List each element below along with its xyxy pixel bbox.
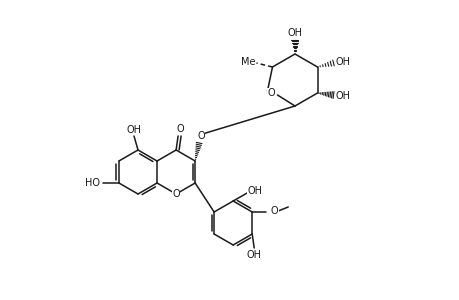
Text: OH: OH [246, 250, 261, 260]
Text: Me: Me [241, 57, 255, 67]
Text: OH: OH [334, 91, 349, 101]
Text: O: O [270, 206, 277, 216]
Text: O: O [172, 189, 179, 199]
Text: O: O [176, 124, 184, 134]
Text: O: O [197, 131, 205, 141]
Text: OH: OH [126, 125, 141, 135]
Text: HO: HO [85, 178, 100, 188]
Text: OH: OH [334, 57, 349, 67]
Text: OH: OH [287, 28, 302, 38]
Text: O: O [267, 88, 274, 98]
Text: OH: OH [247, 186, 262, 196]
